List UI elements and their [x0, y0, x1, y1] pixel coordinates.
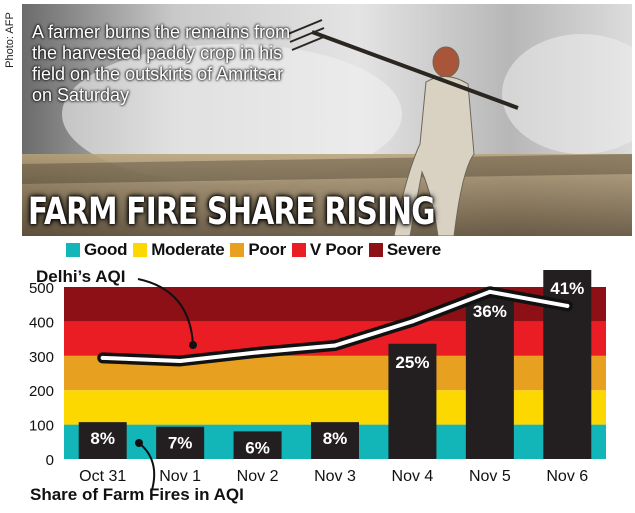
- legend-label: Poor: [248, 240, 286, 259]
- x-tick-label: Nov 1: [159, 468, 201, 485]
- legend-item-moderate: Moderate: [133, 240, 225, 260]
- legend-item-severe: Severe: [368, 240, 441, 260]
- aqi-line-annotation: Delhi’s AQI: [36, 267, 125, 286]
- legend-swatch: [66, 243, 80, 257]
- aqi-point: [410, 319, 415, 324]
- aqi-point: [487, 289, 492, 294]
- aqi-point: [178, 358, 183, 363]
- aqi-line-pointer: [137, 278, 194, 346]
- fire-share-bar: [233, 431, 282, 459]
- y-tick-label: 0: [46, 452, 54, 469]
- x-tick-label: Nov 6: [546, 468, 588, 485]
- fire-share-bar: [78, 422, 127, 459]
- legend-label: Moderate: [151, 240, 225, 259]
- farmer-photo: [22, 4, 632, 236]
- fire-share-label: 25%: [395, 353, 429, 372]
- x-tick-label: Nov 2: [237, 468, 279, 485]
- fire-share-annotation: Share of Farm Fires in AQI: [30, 485, 244, 504]
- fire-share-bar: [311, 422, 359, 459]
- aqi-band-severe: [64, 287, 606, 322]
- x-tick-label: Nov 4: [392, 468, 434, 485]
- aqi-point: [565, 303, 570, 308]
- aqi-point: [100, 355, 105, 360]
- legend-label: Good: [84, 240, 128, 259]
- legend: Good Moderate Poor V Poor Severe: [66, 240, 447, 260]
- fire-share-label: 7%: [168, 434, 193, 453]
- y-tick-label: 400: [29, 314, 54, 331]
- photo-caption: A farmer burns the remains from the harv…: [32, 22, 291, 105]
- legend-swatch: [230, 243, 245, 257]
- fire-share-label: 8%: [90, 429, 115, 448]
- fire-share-label: 36%: [473, 302, 507, 321]
- headline: FARM FIRE SHARE RISING: [28, 190, 436, 233]
- x-tick-label: Nov 3: [314, 468, 356, 485]
- legend-label: V Poor: [309, 240, 363, 259]
- legend-swatch: [291, 243, 306, 257]
- fire-share-label: 8%: [323, 429, 348, 448]
- legend-swatch: [133, 243, 148, 257]
- x-tick-label: Nov 5: [469, 468, 511, 485]
- y-tick-label: 200: [29, 383, 54, 400]
- fire-share-label: 6%: [245, 438, 270, 457]
- legend-item-v-poor: V Poor: [291, 240, 363, 260]
- aqi-point: [333, 343, 337, 348]
- legend-item-good: Good: [66, 240, 127, 260]
- legend-swatch: [368, 243, 383, 257]
- fire-share-label: 41%: [550, 279, 584, 298]
- fire-share-bar: [388, 343, 437, 459]
- aqi-pointer-dot: [189, 341, 197, 349]
- y-tick-label: 300: [29, 349, 54, 366]
- fire-share-bar: [156, 426, 205, 459]
- legend-label: Severe: [386, 240, 441, 259]
- aqi-point: [255, 350, 260, 355]
- fire-share-bar: [465, 293, 514, 459]
- y-tick-label: 100: [29, 418, 54, 435]
- y-tick-label: 500: [29, 280, 54, 297]
- x-tick-label: Oct 31: [79, 468, 126, 485]
- bar-pointer: [138, 442, 156, 491]
- aqi-band-moderate: [64, 390, 606, 425]
- legend-item-poor: Poor: [230, 240, 286, 260]
